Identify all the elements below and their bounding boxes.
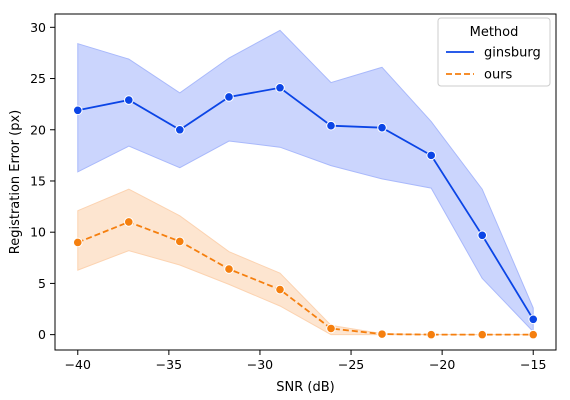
data-point-ginsburg [174, 124, 185, 135]
x-tick-label: −25 [338, 357, 364, 372]
data-point-ginsburg [377, 122, 387, 133]
data-point-ours [326, 323, 336, 334]
y-tick-label: 0 [38, 327, 46, 342]
data-point-ginsburg [426, 150, 437, 161]
y-tick-label: 25 [30, 71, 46, 86]
data-point-ginsburg [224, 92, 234, 102]
data-point-ours [528, 329, 539, 340]
series-lines [77, 86, 534, 336]
data-point-ginsburg [72, 105, 83, 116]
data-point-ours [377, 329, 387, 339]
x-tick-label: −40 [65, 357, 91, 372]
legend-label-ours: ours [484, 68, 513, 83]
data-point-ours [426, 329, 437, 340]
data-point-ginsburg [275, 82, 285, 93]
x-axis-label: SNR (dB) [276, 380, 334, 395]
legend-label-ginsburg: ginsburg [484, 46, 541, 61]
y-tick-label: 20 [30, 122, 46, 137]
data-point-ginsburg [326, 120, 336, 131]
x-tick-label: −35 [156, 357, 182, 372]
data-point-ours [72, 237, 83, 248]
legend: Method ginsburg ours [437, 17, 551, 87]
y-axis-ticks: 0 5 10 15 20 25 30 [30, 20, 55, 342]
y-tick-label: 10 [30, 225, 46, 240]
x-tick-label: −30 [247, 357, 273, 372]
series-line-ginsburg [77, 86, 534, 320]
y-tick-label: 30 [30, 20, 46, 35]
data-point-ginsburg [528, 314, 539, 325]
x-axis-ticks: −40 −35 −30 −25 −20 −15 [65, 350, 546, 372]
series-line-ours [77, 221, 534, 336]
y-tick-label: 5 [38, 276, 46, 291]
y-axis-label: Registration Error (px) [8, 110, 23, 254]
data-point-ours [224, 264, 234, 274]
x-tick-label: −20 [429, 357, 455, 372]
y-tick-label: 15 [30, 173, 46, 188]
data-point-ours [123, 217, 134, 227]
data-point-ours [477, 329, 488, 340]
series-points [72, 82, 539, 340]
data-point-ours [275, 284, 285, 295]
x-tick-label: −15 [520, 357, 546, 372]
data-point-ginsburg [477, 230, 488, 241]
legend-box [437, 17, 551, 87]
data-point-ginsburg [123, 95, 134, 105]
data-point-ours [174, 236, 185, 247]
legend-title: Method [470, 25, 519, 40]
plot-frame [54, 13, 557, 351]
